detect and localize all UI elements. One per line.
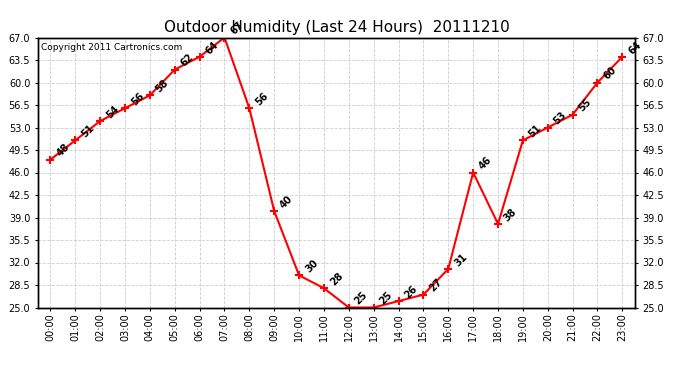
- Text: 26: 26: [403, 284, 420, 300]
- Text: 25: 25: [353, 290, 370, 307]
- Text: 30: 30: [303, 258, 320, 274]
- Text: 48: 48: [55, 142, 71, 159]
- Text: 51: 51: [527, 123, 544, 140]
- Text: 25: 25: [378, 290, 395, 307]
- Text: 53: 53: [552, 110, 569, 127]
- Text: 56: 56: [253, 91, 270, 107]
- Text: 51: 51: [79, 123, 96, 140]
- Text: 31: 31: [453, 252, 469, 268]
- Text: 55: 55: [577, 97, 593, 114]
- Text: 67: 67: [228, 20, 245, 37]
- Text: 40: 40: [278, 194, 295, 210]
- Text: 64: 64: [204, 39, 220, 56]
- Text: 27: 27: [428, 277, 444, 294]
- Text: 38: 38: [502, 207, 519, 223]
- Text: 58: 58: [154, 78, 170, 94]
- Text: 60: 60: [602, 65, 618, 82]
- Text: Copyright 2011 Cartronics.com: Copyright 2011 Cartronics.com: [41, 43, 182, 52]
- Text: 56: 56: [129, 91, 146, 107]
- Text: 46: 46: [477, 155, 494, 172]
- Text: 54: 54: [104, 104, 121, 120]
- Title: Outdoor Humidity (Last 24 Hours)  20111210: Outdoor Humidity (Last 24 Hours) 2011121…: [164, 20, 509, 35]
- Text: 28: 28: [328, 271, 345, 287]
- Text: 64: 64: [627, 39, 643, 56]
- Text: 62: 62: [179, 52, 195, 69]
